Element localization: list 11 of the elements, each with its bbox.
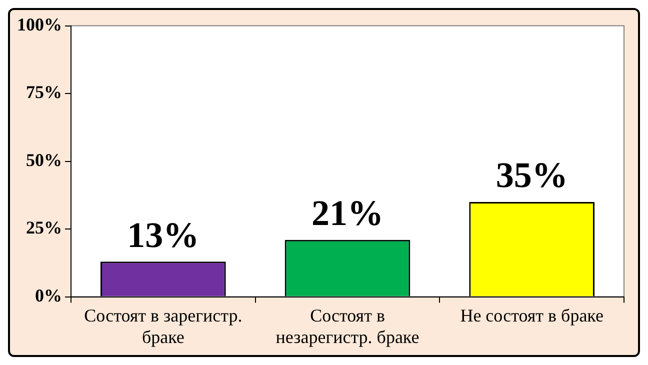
data-label: 35% bbox=[496, 155, 568, 196]
y-tick-label: 50% bbox=[26, 150, 62, 170]
y-tick-label: 0% bbox=[35, 285, 62, 306]
data-label: 21% bbox=[312, 193, 384, 234]
y-tick-label: 25% bbox=[26, 218, 62, 238]
data-label: 13% bbox=[127, 214, 200, 255]
y-tick-label: 100% bbox=[17, 14, 62, 34]
x-tick-label: Состоят в зарегистр. браке bbox=[84, 305, 242, 347]
y-tick-label: 75% bbox=[26, 82, 62, 102]
x-tick-label: Не состоят в браке bbox=[460, 305, 604, 326]
x-tick-label: Состоят в незарегистр. браке bbox=[276, 305, 420, 347]
